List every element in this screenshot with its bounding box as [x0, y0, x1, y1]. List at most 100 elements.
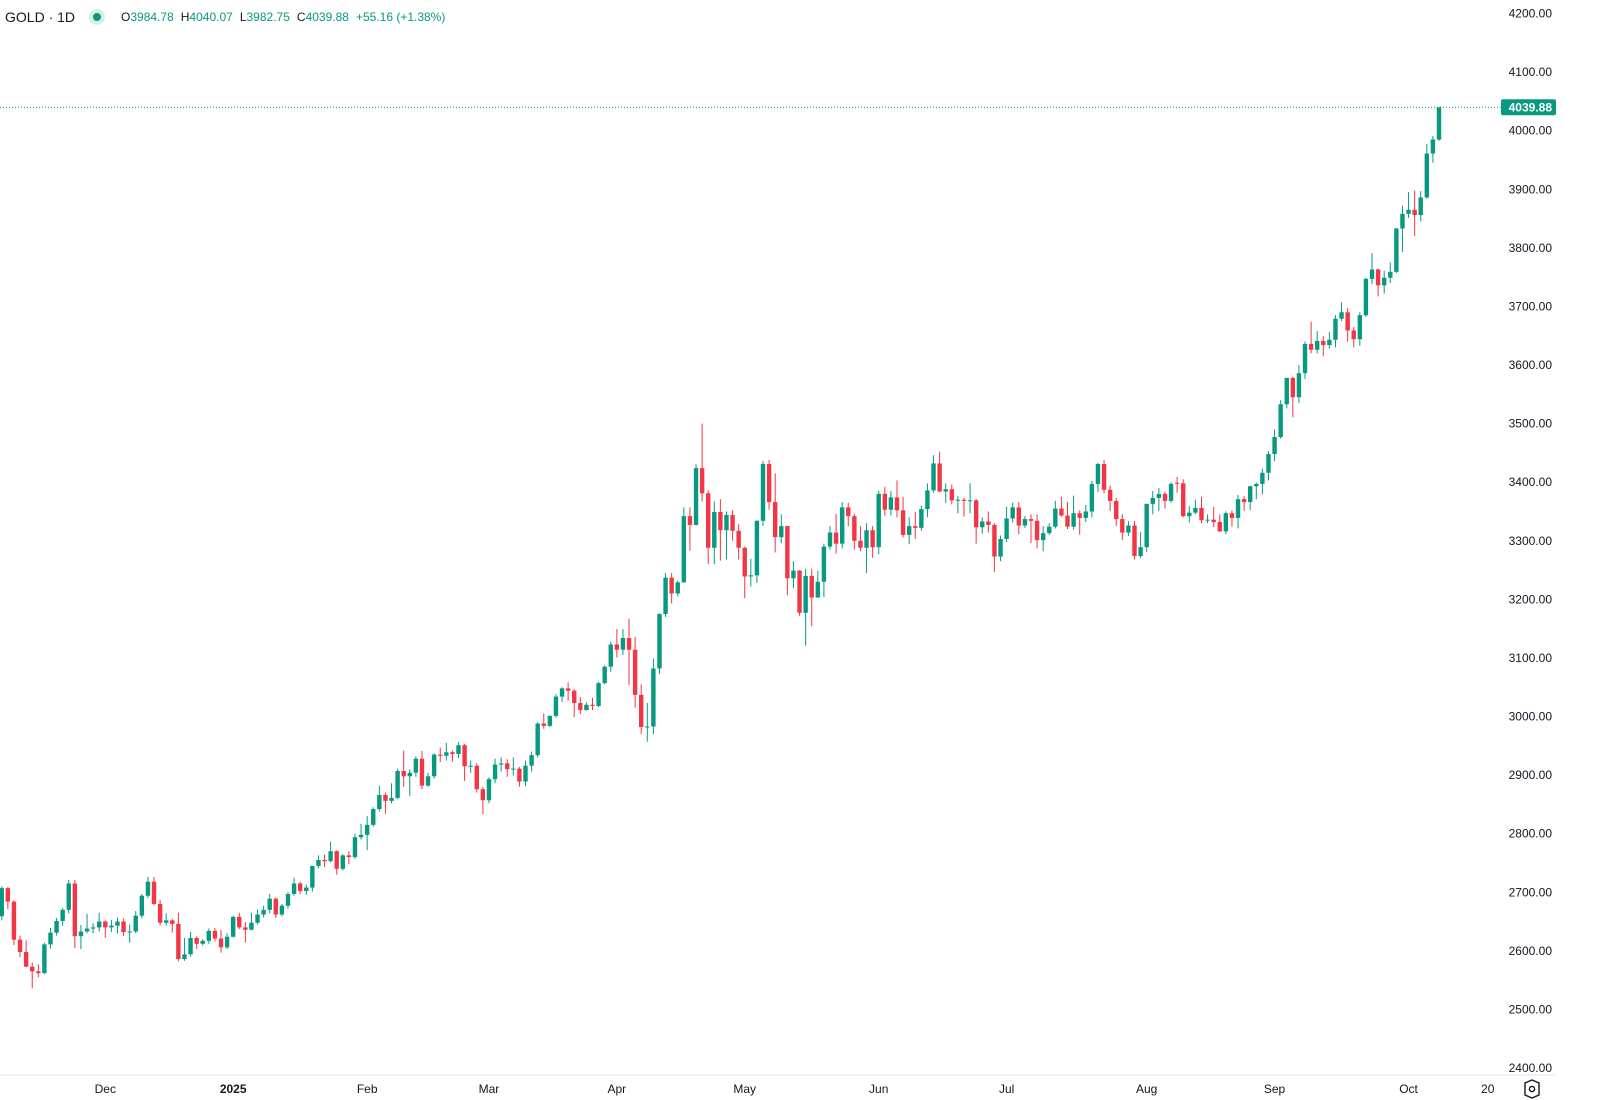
time-tick-label: Oct: [1399, 1082, 1418, 1096]
candle: [377, 785, 382, 812]
candle: [182, 937, 187, 961]
candle-body: [176, 923, 181, 960]
candle-body: [297, 883, 303, 892]
candle: [943, 483, 948, 503]
price-tick-label: 2800.00: [1509, 827, 1553, 841]
candle: [986, 511, 991, 533]
candle: [431, 753, 437, 779]
candle-body: [1333, 318, 1338, 340]
candle: [1138, 531, 1143, 559]
candle-body: [285, 894, 291, 906]
candle-body: [1394, 228, 1399, 272]
candle: [699, 423, 705, 502]
candle-body: [839, 507, 845, 544]
candle: [297, 881, 303, 895]
candle-body: [870, 530, 875, 548]
candle-body: [1375, 269, 1381, 286]
candle: [1363, 277, 1369, 317]
price-tick-label: 3400.00: [1509, 475, 1553, 489]
candle: [846, 502, 851, 527]
candle: [1211, 506, 1216, 528]
candle: [693, 464, 699, 526]
candle-body: [1369, 269, 1375, 279]
candle-body: [1418, 197, 1423, 216]
candle-body: [1047, 526, 1052, 534]
candle-body: [480, 789, 486, 801]
candle-body: [1059, 508, 1064, 516]
candle: [1132, 520, 1137, 560]
candle: [188, 932, 193, 957]
candle: [815, 570, 821, 598]
gear-icon[interactable]: [1524, 1079, 1540, 1099]
candle: [839, 502, 845, 549]
candle-body: [529, 755, 534, 766]
candle: [657, 613, 662, 675]
price-axis[interactable]: 4200.00 4100.00 4000.00 3900.00 3800.00 3700.…: [1509, 7, 1553, 1076]
candle-body: [1010, 507, 1015, 519]
candle: [681, 507, 687, 583]
candle-body: [961, 499, 967, 501]
candle: [1162, 491, 1168, 509]
candle-body: [1412, 209, 1417, 216]
candle-body: [1254, 483, 1259, 487]
candle-body: [724, 514, 729, 531]
candle-body: [1126, 525, 1131, 533]
candle-body: [1406, 209, 1411, 214]
candle-body: [821, 546, 827, 582]
candle: [48, 927, 53, 949]
candle: [639, 684, 644, 735]
price-tick-label: 3200.00: [1509, 592, 1553, 606]
candle: [511, 757, 516, 776]
candle-body: [474, 765, 479, 790]
candle-body: [639, 694, 644, 728]
candle-body: [230, 916, 236, 937]
candle: [602, 665, 607, 685]
candle-body: [736, 530, 741, 548]
time-tick-label: 2025: [220, 1082, 247, 1096]
price-tick-label: 3600.00: [1509, 358, 1553, 372]
candle-body: [72, 883, 78, 937]
candle-body: [1168, 483, 1174, 501]
candle-body: [328, 851, 333, 862]
symbol-title[interactable]: GOLD · 1D: [5, 9, 76, 25]
candle: [364, 816, 370, 851]
candle-body: [572, 690, 577, 704]
candle: [1290, 376, 1296, 418]
candle: [785, 526, 790, 596]
candle-body: [1138, 547, 1143, 556]
candle-body: [5, 888, 11, 902]
price-tick-label: 2700.00: [1509, 885, 1553, 899]
candle: [1174, 476, 1180, 493]
time-axis[interactable]: Dec 2025 Feb Mar Apr May Jun Jul Aug Sep Oct 20: [95, 1082, 1495, 1096]
candle: [383, 792, 388, 814]
candle-body: [803, 575, 808, 613]
candle: [894, 480, 900, 518]
candle: [529, 751, 534, 772]
candle: [1248, 485, 1253, 511]
candle-body: [742, 547, 747, 577]
candle-body: [931, 463, 936, 491]
candle-body: [511, 768, 516, 770]
candle: [310, 865, 315, 892]
candle-body: [364, 824, 370, 835]
candle-body: [188, 937, 193, 955]
candle-body: [986, 521, 991, 525]
candle-body: [90, 927, 96, 929]
candle-body: [699, 468, 705, 494]
candle: [565, 682, 571, 701]
change-value: +55.16 (+1.38%): [355, 10, 446, 24]
market-status-icon: [89, 9, 106, 25]
candle: [1168, 482, 1174, 503]
candle: [1315, 331, 1320, 354]
candle: [858, 526, 863, 552]
candle-body: [486, 779, 492, 801]
candle-body: [505, 763, 510, 770]
candle: [1418, 191, 1423, 222]
candle-body: [547, 715, 553, 726]
candle: [1321, 336, 1326, 357]
candle: [687, 507, 693, 551]
candle: [206, 928, 212, 944]
candle: [230, 915, 236, 938]
candle: [498, 757, 504, 772]
